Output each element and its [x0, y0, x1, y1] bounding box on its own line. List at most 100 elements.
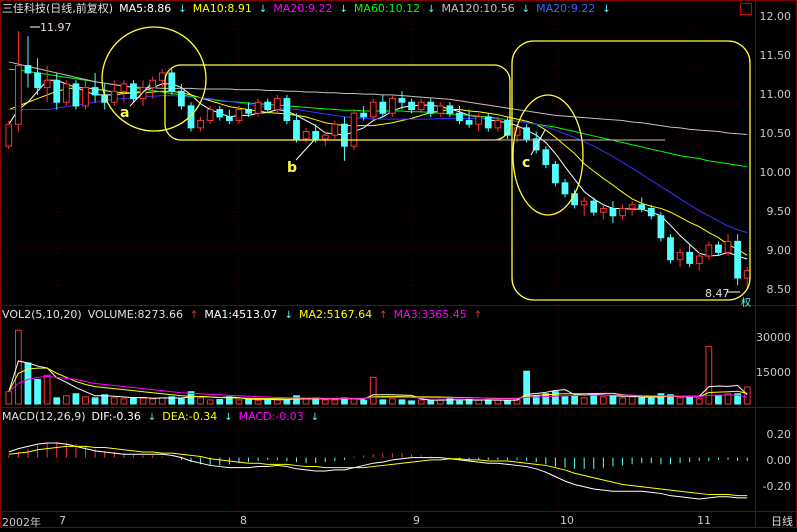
vol-ma2-label: MA2:5167.64	[298, 308, 373, 321]
down-arrow-icon: ↓	[258, 4, 268, 15]
volume-bar	[149, 398, 157, 405]
volume-bar	[676, 397, 684, 405]
candle	[628, 204, 636, 209]
candle	[599, 207, 607, 213]
annotation-ellipse-c	[512, 94, 584, 216]
volume-bar	[724, 393, 732, 405]
candle	[264, 101, 272, 111]
down-arrow-icon: ↓	[602, 4, 611, 15]
price-tick: 10.00	[759, 166, 792, 179]
candle	[331, 123, 339, 136]
candle	[216, 109, 224, 118]
volume-bar	[715, 395, 722, 405]
up-arrow-icon: ↑	[473, 310, 483, 321]
annotation-circle-a	[101, 26, 207, 132]
x-label-month: 10	[560, 514, 574, 527]
candle	[321, 134, 329, 140]
volume-bar	[695, 398, 703, 405]
annotation-pointer-c	[530, 129, 546, 156]
volume-bar	[72, 393, 80, 405]
price-tick: 9.50	[766, 205, 792, 218]
macd-title: MACD(12,26,9)	[2, 410, 86, 423]
volume-bar	[5, 391, 13, 405]
volume-bar	[408, 400, 415, 405]
candle	[283, 98, 291, 122]
volume-bar	[101, 394, 109, 405]
volume-bar	[667, 394, 674, 405]
up-arrow-icon: ↑	[379, 310, 388, 321]
candle	[475, 116, 483, 125]
volume-bar	[158, 397, 166, 405]
volume-bar	[734, 393, 741, 405]
x-label-month: 11	[697, 514, 711, 527]
candle	[619, 207, 626, 217]
candle	[743, 270, 751, 279]
candle	[245, 109, 252, 114]
period-label[interactable]: 日线	[771, 515, 793, 528]
candle	[149, 79, 157, 89]
candle	[504, 120, 511, 136]
candle	[43, 79, 51, 89]
volume-bar	[657, 393, 665, 405]
candle	[695, 255, 703, 264]
close-icon[interactable]	[740, 3, 752, 15]
vol-ma3-label: MA3:3365.45	[393, 308, 467, 321]
stock-title: 三佳科技(日线,前复权)	[2, 2, 114, 15]
max-price-label: 11.97	[40, 21, 72, 34]
volume-bar	[43, 374, 51, 405]
candle	[293, 120, 300, 140]
ma20-label: MA20:9.22	[273, 2, 333, 15]
volume-bar	[187, 391, 195, 405]
candle	[206, 109, 214, 122]
candle	[676, 251, 684, 261]
volume-bar	[53, 397, 61, 405]
candle	[24, 65, 32, 74]
candle	[187, 105, 195, 129]
candle	[110, 90, 118, 103]
volume-tick: 30000	[756, 331, 791, 344]
volume-bar	[628, 396, 636, 405]
volume-bar	[619, 397, 626, 405]
down-arrow-icon: ↓	[339, 4, 348, 15]
candle	[158, 72, 166, 81]
volume-bar	[427, 399, 435, 405]
candle	[72, 83, 80, 107]
volume-bar	[254, 399, 262, 405]
up-arrow-icon: ↑	[189, 310, 199, 321]
volume-bar	[609, 395, 617, 405]
candle	[647, 207, 655, 217]
down-arrow-icon: ↓	[224, 412, 233, 423]
volume-bar	[130, 397, 137, 405]
volume-bar	[82, 396, 89, 405]
volume-bar	[446, 398, 454, 405]
candle	[667, 237, 674, 261]
candle	[53, 79, 61, 103]
volume-header: VOL2(5,10,20) VOLUME:8273.66 ↑ MA1:4513.07 ↓…	[2, 307, 488, 323]
volume-bar	[235, 399, 243, 405]
candle	[130, 83, 137, 100]
price-tick: 10.50	[759, 127, 792, 140]
macd-header: MACD(12,26,9) DIF:-0.36 ↓ DEA:-0.34 ↓ MACD:-0…	[2, 409, 325, 425]
volume-bar	[216, 398, 224, 405]
x-label-month: 8	[240, 514, 247, 527]
macd-tick: -0.20	[762, 480, 791, 493]
annotation-pointer-b	[295, 137, 317, 161]
annotation-box-c-outer	[511, 40, 751, 301]
vol-ma-line-ma1	[8, 360, 748, 401]
volume-bar	[705, 346, 713, 405]
vol-ma1-label: MA1:4513.07	[204, 308, 278, 321]
dea-label: DEA:-0.34	[162, 410, 218, 423]
ma120-label: MA120:10.56	[441, 2, 515, 15]
ma5-label: MA5:8.86	[119, 2, 172, 15]
ma10-label: MA10:8.91	[192, 2, 252, 15]
candle	[5, 123, 13, 147]
down-arrow-icon: ↓	[284, 310, 293, 321]
ma20b-label: MA20:9.22	[536, 2, 596, 15]
candle	[523, 127, 531, 140]
vol-ma-line-ma2	[8, 367, 748, 400]
candle	[580, 200, 588, 206]
ma60-label: MA60:10.12	[353, 2, 421, 15]
